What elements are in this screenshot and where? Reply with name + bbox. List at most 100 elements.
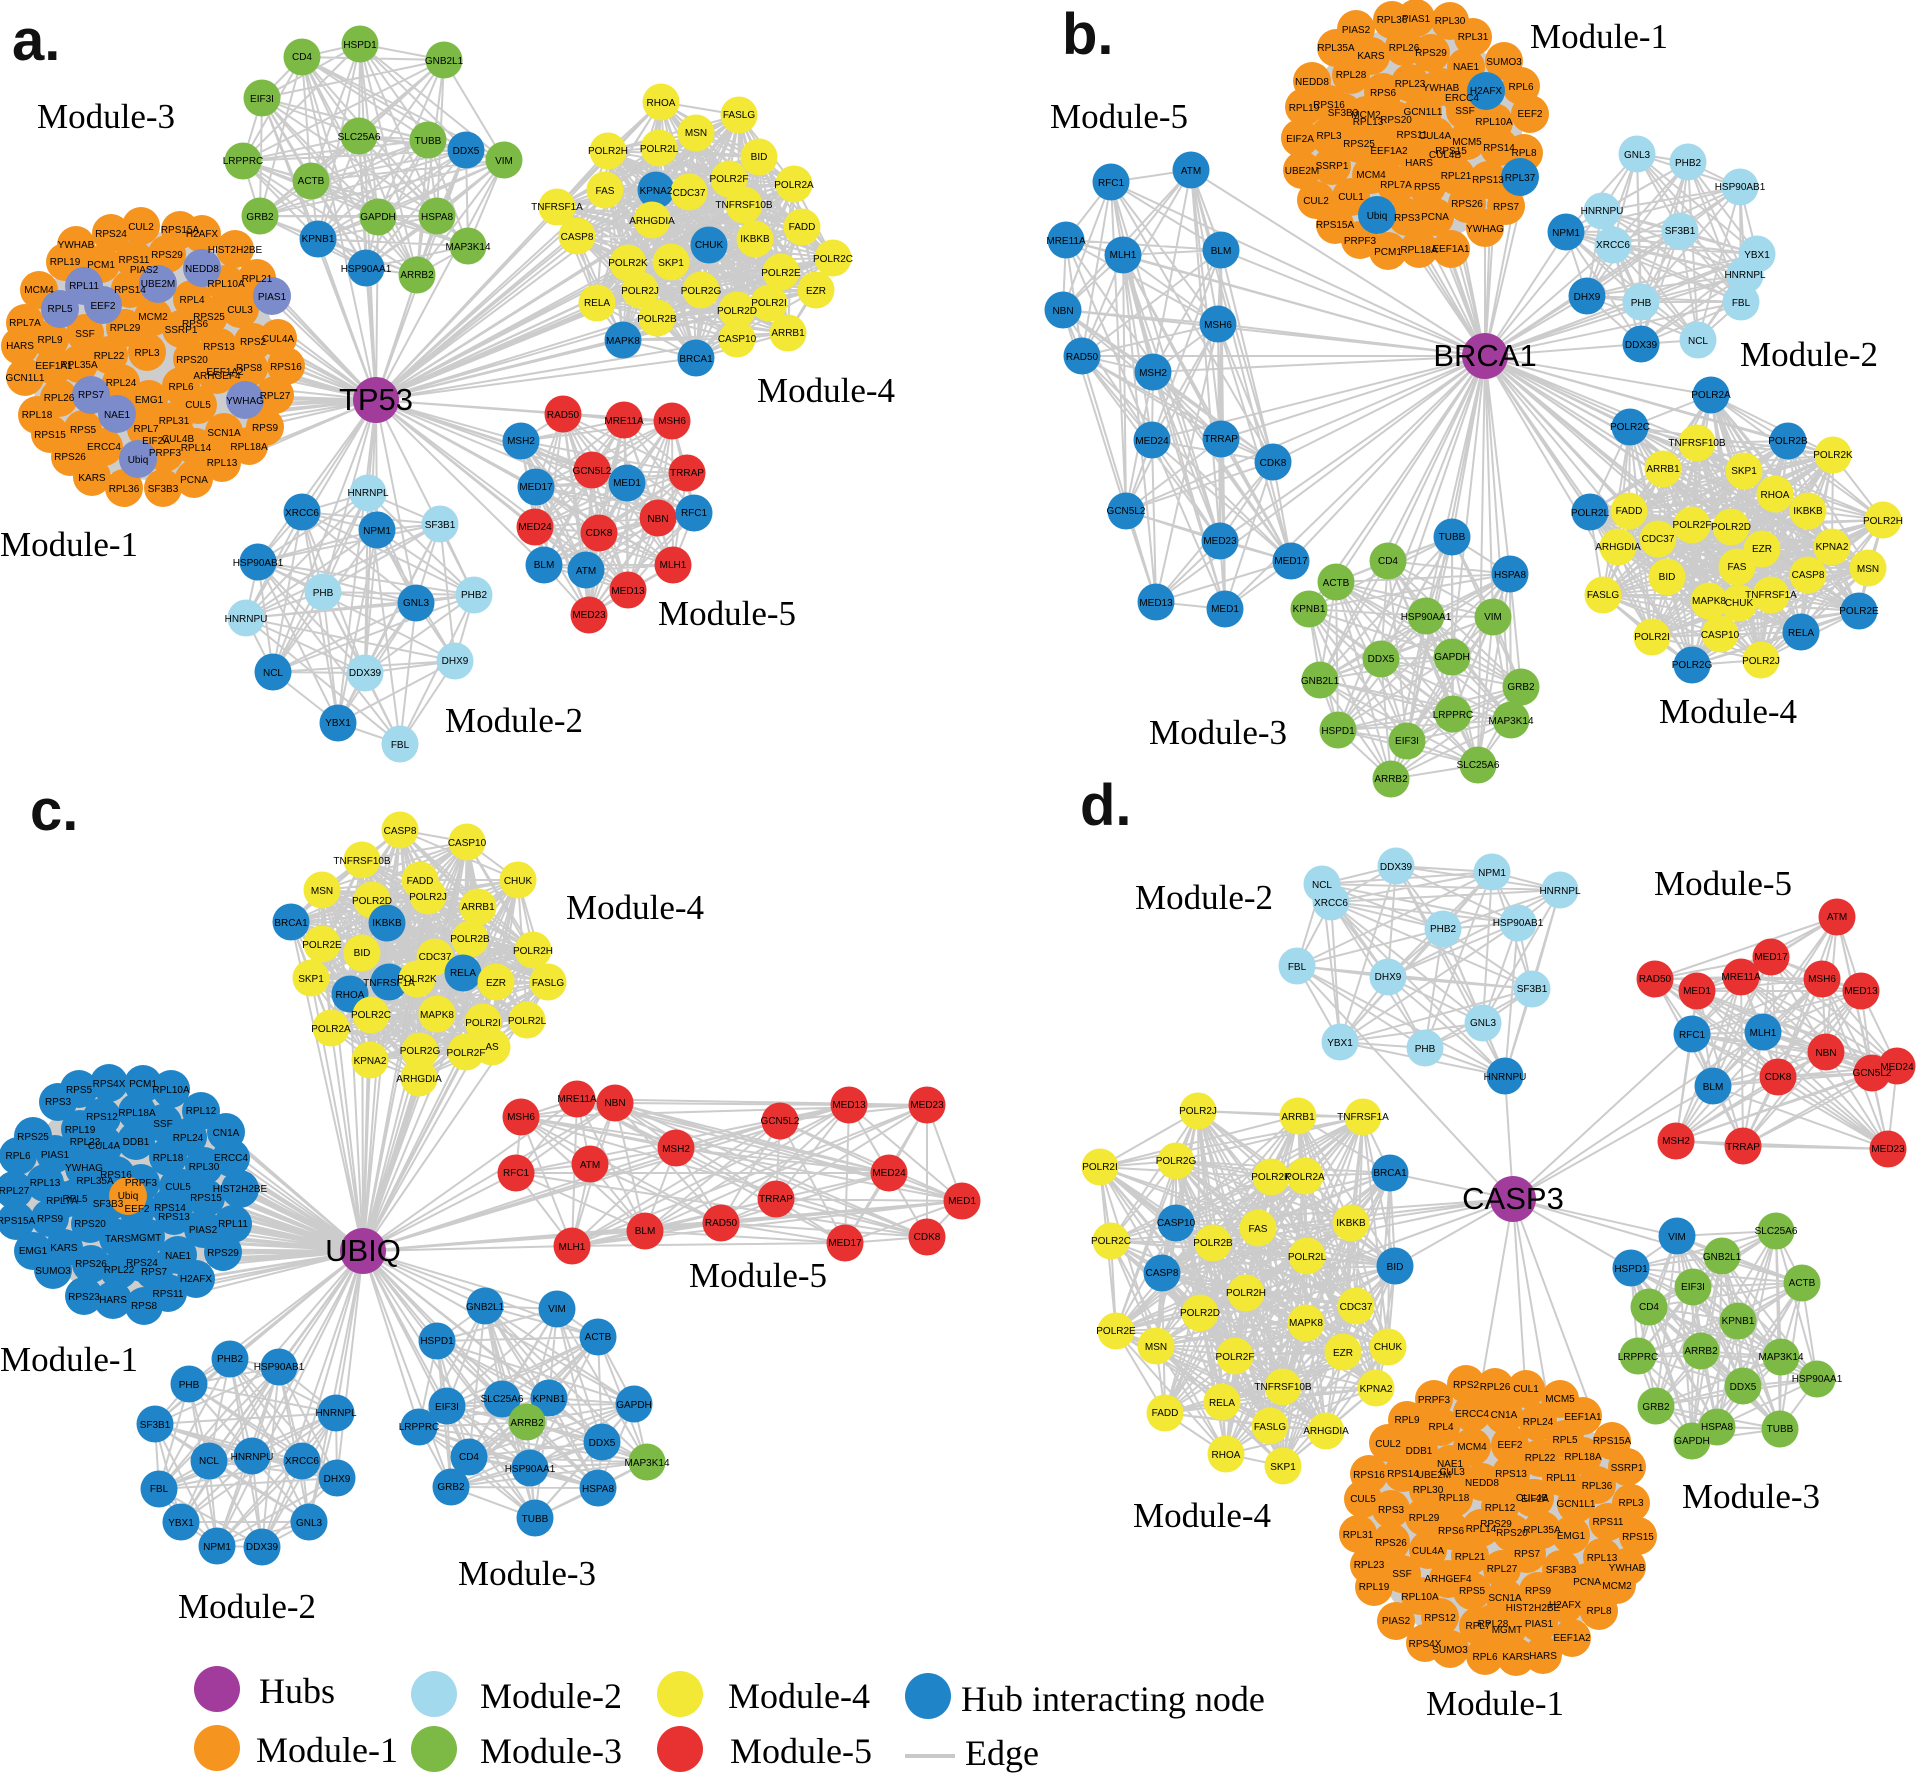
svg-text:RPL11: RPL11 [69,281,99,292]
svg-text:RELA: RELA [1209,1398,1235,1409]
svg-text:MAP3K14: MAP3K14 [624,1458,669,1469]
svg-text:Module-1: Module-1 [0,1340,138,1379]
svg-text:Module-4: Module-4 [757,371,895,410]
svg-text:ERCC4: ERCC4 [1445,93,1479,104]
svg-text:SLC25A6: SLC25A6 [338,132,381,143]
svg-text:TRRAP: TRRAP [759,1194,793,1205]
svg-text:FBL: FBL [1732,298,1751,309]
svg-text:PRPF3: PRPF3 [125,1178,158,1189]
svg-text:CUL4B: CUL4B [1429,150,1462,161]
svg-text:RPL7A: RPL7A [1380,180,1412,191]
svg-text:ACTB: ACTB [1323,578,1350,589]
svg-text:GNB2L1: GNB2L1 [425,56,464,67]
svg-text:RPL14: RPL14 [181,443,212,454]
svg-text:GCN5L2: GCN5L2 [1853,1068,1892,1079]
svg-text:RPL27: RPL27 [0,1186,30,1197]
svg-text:UBE2M: UBE2M [1285,166,1319,177]
svg-text:FAS: FAS [1728,562,1747,573]
svg-text:MED23: MED23 [910,1100,944,1111]
svg-text:DHX9: DHX9 [1574,292,1601,303]
svg-text:Module-5: Module-5 [658,594,796,633]
svg-text:TNFRSF1A: TNFRSF1A [363,978,415,989]
svg-text:MED17: MED17 [828,1238,862,1249]
svg-text:PIAS2: PIAS2 [189,1225,218,1236]
svg-text:RPL5: RPL5 [1552,1435,1577,1446]
svg-text:KARS: KARS [1502,1652,1530,1663]
svg-text:FAS: FAS [1249,1224,1268,1235]
svg-text:RPL9: RPL9 [1394,1415,1419,1426]
svg-text:POLR2K: POLR2K [608,258,648,269]
svg-text:RPL14: RPL14 [1466,1524,1497,1535]
svg-text:SUMO3: SUMO3 [1486,57,1522,68]
svg-text:RPL3: RPL3 [1316,131,1341,142]
svg-text:RPS7: RPS7 [1514,1549,1541,1560]
svg-text:PCNA: PCNA [1421,212,1449,223]
svg-text:BLM: BLM [635,1226,656,1237]
svg-text:GCN5L2: GCN5L2 [1107,506,1146,517]
svg-text:RPL30: RPL30 [189,1162,220,1173]
svg-text:YWHAB: YWHAB [58,240,95,251]
svg-text:RPS13: RPS13 [1495,1469,1527,1480]
svg-text:PIAS2: PIAS2 [130,265,159,276]
svg-text:MLH1: MLH1 [559,1242,586,1253]
svg-text:FADD: FADD [1152,1408,1179,1419]
svg-text:RPL6: RPL6 [1472,1652,1497,1663]
svg-text:TUBB: TUBB [522,1514,549,1525]
svg-text:EZR: EZR [1333,1348,1353,1359]
svg-text:RPL30: RPL30 [1435,16,1466,27]
svg-text:VIM: VIM [495,156,513,167]
svg-text:DDX5: DDX5 [453,146,480,157]
svg-text:RPL23: RPL23 [1395,79,1426,90]
svg-text:RPL22: RPL22 [94,351,125,362]
svg-text:RPL21: RPL21 [1441,171,1472,182]
svg-text:RPS29: RPS29 [1480,1519,1512,1530]
svg-text:ATM: ATM [1827,912,1847,923]
svg-text:RPL28: RPL28 [1336,70,1367,81]
svg-text:RPS12: RPS12 [1424,1613,1456,1624]
svg-text:RPL9: RPL9 [37,335,62,346]
svg-text:NCL: NCL [263,668,283,679]
svg-text:KPNB1: KPNB1 [533,1394,566,1405]
svg-text:YWHAG: YWHAG [226,396,264,407]
svg-text:DHX9: DHX9 [1375,972,1402,983]
svg-text:SSRP1: SSRP1 [1316,161,1349,172]
svg-text:POLR2L: POLR2L [1288,1252,1327,1263]
svg-text:PCM1: PCM1 [87,260,115,271]
svg-text:PCM1: PCM1 [1374,247,1402,258]
svg-text:GCN1L1: GCN1L1 [6,373,45,384]
svg-text:NAE1: NAE1 [165,1251,192,1262]
svg-text:RPS15: RPS15 [1435,146,1467,157]
svg-text:RPS11: RPS11 [153,1289,184,1300]
svg-text:HARS: HARS [6,341,34,352]
svg-text:PIAS1: PIAS1 [258,292,287,303]
svg-text:PCM1: PCM1 [129,1079,157,1090]
svg-text:CDK8: CDK8 [1260,458,1287,469]
svg-text:POLR2A: POLR2A [774,180,814,191]
svg-text:POLR2D: POLR2D [352,896,392,907]
svg-text:EIF3I: EIF3I [1681,1282,1705,1293]
svg-text:CUL2: CUL2 [1375,1439,1401,1450]
svg-text:MED1: MED1 [1683,986,1711,997]
svg-text:PHB: PHB [179,1380,200,1391]
svg-text:YWHAG: YWHAG [1466,224,1504,235]
svg-text:POLR2J: POLR2J [409,892,447,903]
svg-text:CDK8: CDK8 [914,1232,941,1243]
svg-text:POLR2B: POLR2B [450,934,490,945]
svg-text:MCM4: MCM4 [1457,1442,1487,1453]
svg-text:POLR2B: POLR2B [1768,436,1808,447]
svg-text:ERCC4: ERCC4 [214,1153,248,1164]
svg-text:CD4: CD4 [1639,1302,1659,1313]
svg-text:H2AFX: H2AFX [186,229,219,240]
svg-text:BLM: BLM [1211,246,1232,257]
svg-text:KARS: KARS [50,1243,78,1254]
svg-text:LRPPRC: LRPPRC [1618,1352,1659,1363]
svg-text:PHB: PHB [1415,1044,1436,1055]
svg-text:GAPDH: GAPDH [1674,1436,1710,1447]
svg-text:CDC37: CDC37 [1340,1302,1373,1313]
svg-text:RPL35A: RPL35A [1523,1525,1561,1536]
svg-text:Module-4: Module-4 [728,1676,870,1716]
svg-text:RPS29: RPS29 [1415,48,1447,59]
svg-text:HSP90AB1: HSP90AB1 [254,1362,305,1373]
svg-text:RPL26: RPL26 [1480,1382,1511,1393]
svg-text:DDX39: DDX39 [1380,862,1413,873]
